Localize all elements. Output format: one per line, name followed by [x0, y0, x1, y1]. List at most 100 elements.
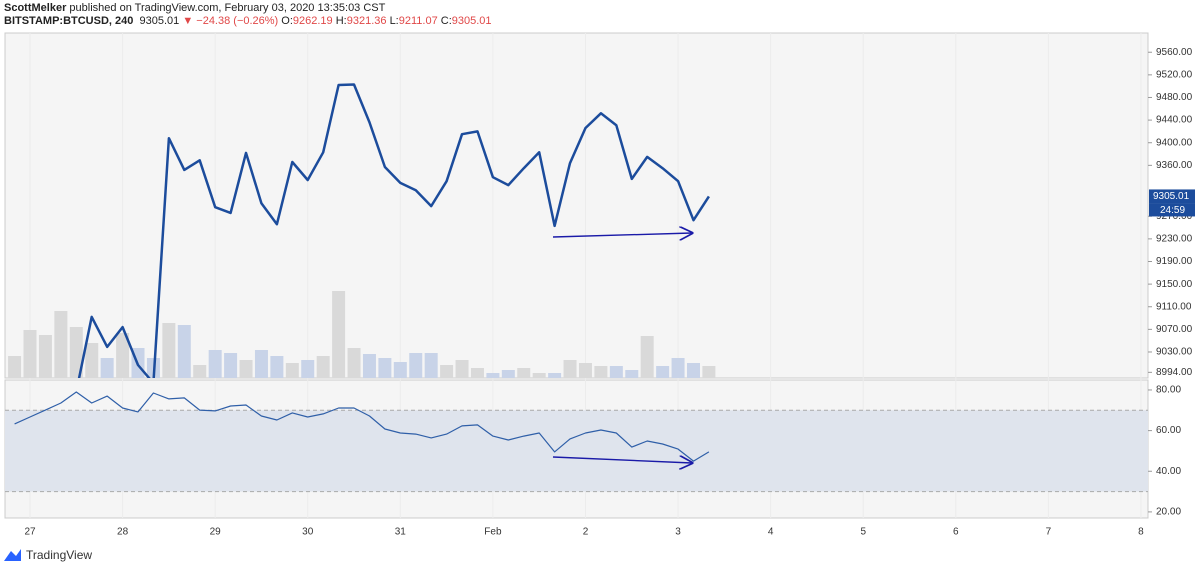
volume-bar — [301, 360, 315, 378]
volume-bar — [424, 353, 438, 378]
divergence-arrow — [552, 457, 692, 463]
x-tick-label: 2 — [583, 527, 589, 538]
volume-bar — [224, 353, 238, 378]
logo — [4, 549, 21, 561]
y-tick-label: 9440.00 — [1156, 115, 1193, 126]
author-line: ScottMelker published on TradingView.com… — [4, 2, 492, 15]
volume-bar — [8, 356, 22, 378]
price-tag-label: 9305.01 — [1153, 191, 1190, 202]
price-panel — [4, 32, 1149, 379]
symbol: BITSTAMP:BTCUSD, 240 — [4, 15, 134, 27]
last: 9305.01 — [139, 15, 180, 27]
volume-bar — [594, 366, 608, 378]
volume-bar — [177, 325, 191, 378]
volume-bar — [501, 370, 515, 378]
volume-bar — [609, 366, 623, 378]
x-tick-label: 3 — [675, 527, 681, 538]
volume-bar — [193, 365, 207, 378]
y-tick-label: 60.00 — [1156, 425, 1181, 436]
ohlc: O:9262.19 H:9321.36 L:9211.07 C:9305.01 — [281, 15, 491, 27]
volume-bar — [470, 368, 484, 378]
volume-bar — [38, 335, 52, 378]
volume-bar — [347, 348, 361, 378]
y-tick-label: 9520.00 — [1156, 69, 1193, 80]
price-tag — [1149, 189, 1195, 204]
ohlc-label: O: — [281, 15, 293, 27]
series-line — [77, 83, 710, 378]
x-tick-label: 27 — [24, 527, 36, 538]
y-tick-label: 40.00 — [1156, 466, 1181, 477]
volume-bar — [409, 353, 423, 378]
volume-bar — [208, 350, 222, 378]
volume-bar — [517, 368, 531, 378]
volume-bar — [100, 358, 114, 378]
ohlc-label: H: — [335, 15, 347, 27]
rsi-band — [5, 410, 1148, 492]
x-tick-label: 29 — [210, 527, 222, 538]
brand: TradingView — [26, 548, 92, 562]
x-tick-label: 28 — [117, 527, 129, 538]
divergence-arrow — [552, 233, 692, 237]
y-tick-label: 9230.00 — [1156, 234, 1193, 245]
volume-bar — [85, 343, 99, 378]
volume-bar — [563, 360, 577, 378]
y-tick-label: 9110.00 — [1156, 301, 1192, 312]
y-tick-label: 20.00 — [1156, 507, 1181, 518]
ohlc-value: 9211.07 — [398, 15, 438, 27]
volume-bar — [285, 363, 299, 378]
volume-bar — [69, 327, 83, 378]
volume-bar — [532, 373, 546, 378]
x-tick-label: 4 — [768, 527, 774, 538]
y-tick-label: 9400.00 — [1156, 137, 1193, 148]
y-tick-label: 80.00 — [1156, 385, 1181, 396]
volume-bar — [578, 363, 592, 378]
countdown-label: 24:59 — [1160, 205, 1185, 216]
change: ▼ −24.38 (−0.26%) — [182, 15, 279, 27]
y-tick-label: 9190.00 — [1156, 256, 1193, 267]
volume-bar — [486, 373, 500, 378]
volume-bar — [378, 358, 392, 378]
volume-bar — [332, 291, 346, 378]
author[interactable]: ScottMelker — [4, 2, 67, 14]
symbol-line: BITSTAMP:BTCUSD, 240 9305.01 ▼ −24.38 (−… — [4, 15, 492, 28]
volume-bar — [316, 356, 330, 378]
volume-bar — [440, 365, 454, 378]
y-tick-label: 9150.00 — [1156, 279, 1193, 290]
series-line — [14, 391, 710, 462]
y-tick-label: 9480.00 — [1156, 92, 1193, 103]
volume-bar — [702, 366, 716, 378]
x-tick-label: 6 — [953, 527, 959, 538]
volume-bar — [254, 350, 268, 378]
x-tick-label: 5 — [860, 527, 866, 538]
volume-bar — [239, 360, 253, 378]
countdown-tag — [1149, 203, 1195, 217]
x-tick-label: 31 — [395, 527, 407, 538]
y-tick-label: 9560.00 — [1156, 47, 1193, 58]
volume-bar — [671, 358, 685, 378]
volume-bar — [54, 311, 68, 378]
volume-bar — [548, 373, 562, 378]
volume-bar — [686, 363, 700, 378]
volume-bar — [23, 330, 37, 378]
y-tick-label: 9360.00 — [1156, 160, 1193, 171]
volume-bar — [362, 354, 376, 378]
volume-bar — [625, 370, 639, 378]
published: published on TradingView.com, February 0… — [69, 2, 386, 14]
y-tick-label: 8994.00 — [1156, 367, 1193, 378]
header: ScottMelker published on TradingView.com… — [4, 2, 492, 28]
volume-bar — [116, 333, 130, 378]
ohlc-label: L: — [389, 15, 399, 27]
x-tick-label: 8 — [1138, 527, 1144, 538]
x-tick-label: 7 — [1046, 527, 1052, 538]
volume-bar — [393, 362, 407, 378]
volume-bar — [656, 366, 670, 378]
ohlc-value: 9321.36 — [346, 15, 387, 27]
volume-bar — [455, 360, 469, 378]
volume-bar — [162, 323, 176, 378]
ohlc-value: 9262.19 — [292, 15, 333, 27]
x-tick-label: Feb — [484, 527, 502, 538]
volume-bar — [640, 336, 654, 378]
volume-bar — [270, 356, 284, 378]
